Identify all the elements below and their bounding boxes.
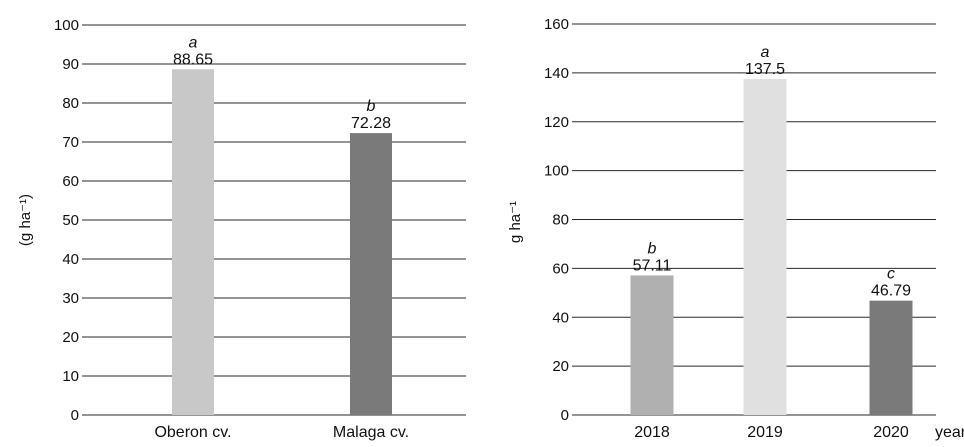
y-tick-label: 160 [544,16,569,33]
x-tick-label: 2018 [634,424,670,441]
bar [172,69,214,415]
significance-letter: c [887,266,895,283]
chart-right: 0 20 40 60 80 100 120 140 160 g ha⁻¹ 57.11b 2018 137… [507,16,964,441]
significance-letter: b [648,240,657,257]
y-tick-label: 60 [552,260,569,277]
y-tick-label: 30 [62,290,79,307]
data-label: 72.28 [351,115,391,132]
y-tick-label: 20 [62,329,79,346]
y-tick-label: 80 [62,95,79,112]
bar [350,133,392,415]
x-tick-label: 2020 [873,424,909,441]
y-tick-label: 10 [62,368,79,385]
y-tick-label: 40 [62,251,79,268]
data-label: 57.11 [633,257,672,274]
significance-letter: a [189,34,198,51]
y-axis-label: (g ha⁻¹) [17,194,34,246]
y-tick-label: 20 [552,358,569,375]
y-tick-label: 60 [62,173,79,190]
x-axis-label: years [935,424,964,441]
y-tick-label: 40 [552,309,569,326]
y-tick-label: 70 [62,134,79,151]
x-tick-label: Malaga cv. [333,424,409,441]
x-tick-label: 2019 [747,424,783,441]
significance-letter: a [761,44,770,61]
bar [630,275,674,415]
y-tick-label: 100 [54,17,79,34]
y-tick-label: 140 [544,65,569,82]
y-axis-label: g ha⁻¹ [507,201,524,243]
bar [743,78,787,415]
y-tick-label: 50 [62,212,79,229]
data-label: 46.79 [871,283,911,300]
significance-letter: b [367,98,376,115]
bar [869,300,913,415]
y-tick-label: 90 [62,56,79,73]
y-tick-label: 0 [561,407,569,424]
chart-left: 0 10 20 30 40 50 60 70 80 90 100 (g ha⁻¹) 88.65a Ober… [17,17,466,441]
x-tick-label: Oberon cv. [154,424,231,441]
y-tick-label: 80 [552,212,569,229]
y-tick-label: 120 [544,114,569,131]
data-label: 88.65 [173,51,213,68]
data-label: 137.5 [745,61,785,78]
y-tick-label: 0 [71,407,79,424]
y-tick-label: 100 [544,163,569,180]
